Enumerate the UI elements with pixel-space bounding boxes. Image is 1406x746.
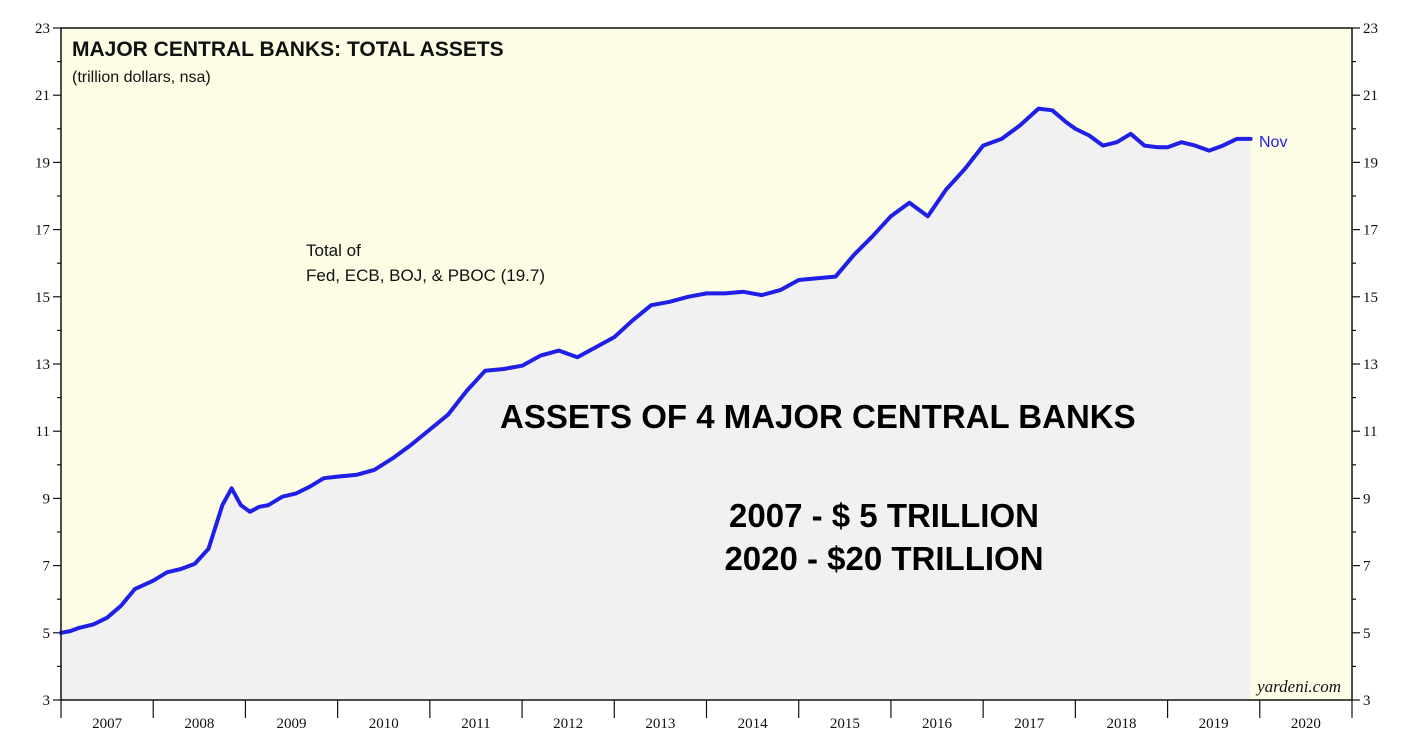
callout-line2: 2020 - $20 TRILLION — [724, 540, 1043, 577]
x-tick-label: 2019 — [1199, 716, 1229, 732]
y-tick-label-left: 11 — [36, 424, 50, 440]
y-tick-label-right: 21 — [1363, 88, 1378, 104]
y-tick-label-left: 19 — [35, 155, 50, 171]
x-tick-label: 2010 — [369, 716, 399, 732]
x-tick-label: 2009 — [277, 716, 307, 732]
y-tick-label-right: 7 — [1363, 559, 1371, 575]
y-tick-label-left: 23 — [35, 21, 50, 37]
series-line — [59, 106, 1253, 635]
x-tick-label: 2008 — [184, 716, 214, 732]
y-axis-right: 3 5 7 9 11 13 15 17 19 21 23 — [1352, 21, 1379, 709]
x-tick-label: 2017 — [1014, 716, 1045, 732]
x-tick-label: 2007 — [92, 716, 123, 732]
x-tick-label: 2012 — [553, 716, 583, 732]
callout-line1: 2007 - $ 5 TRILLION — [729, 497, 1039, 534]
y-tick-label-right: 19 — [1363, 155, 1378, 171]
plot-frame — [60, 27, 1353, 701]
y-tick-label-right: 5 — [1363, 626, 1371, 642]
chart-title: MAJOR CENTRAL BANKS: TOTAL ASSETS — [72, 38, 504, 61]
y-axis-left: 3 5 7 9 11 13 15 17 19 21 23 — [35, 21, 61, 709]
y-tick-label-left: 3 — [43, 693, 51, 709]
x-tick-label: 2011 — [461, 716, 490, 732]
y-tick-label-right: 3 — [1363, 693, 1371, 709]
y-tick-label-left: 13 — [35, 357, 50, 373]
x-tick-label: 2014 — [738, 716, 769, 732]
y-tick-label-left: 9 — [43, 491, 51, 507]
y-tick-label-left: 7 — [43, 559, 51, 575]
y-tick-label-right: 9 — [1363, 491, 1371, 507]
y-tick-label-left: 15 — [35, 290, 50, 306]
y-tick-label-right: 17 — [1363, 223, 1379, 239]
chart-subtitle: (trillion dollars, nsa) — [72, 69, 211, 86]
x-tick-label: 2020 — [1291, 716, 1321, 732]
x-axis: 2007 2008 2009 2010 2011 2012 2013 2014 2015 2016… — [60, 700, 1353, 732]
y-tick-label-left: 17 — [35, 223, 51, 239]
headline-annotation: ASSETS OF 4 MAJOR CENTRAL BANKS — [500, 398, 1136, 435]
y-tick-label-left: 5 — [43, 626, 51, 642]
series-note-line2: Fed, ECB, BOJ, & PBOC (19.7) — [306, 266, 545, 285]
series-note-line1: Total of — [306, 241, 361, 260]
source-credit: yardeni.com — [1255, 677, 1341, 696]
y-tick-label-right: 13 — [1363, 357, 1378, 373]
x-tick-label: 2016 — [922, 716, 953, 732]
x-tick-label: 2018 — [1106, 716, 1136, 732]
series-end-label: Nov — [1259, 134, 1287, 151]
y-tick-label-right: 15 — [1363, 290, 1378, 306]
x-tick-label: 2015 — [830, 716, 860, 732]
y-tick-label-right: 23 — [1363, 21, 1378, 37]
x-tick-label: 2013 — [645, 716, 675, 732]
y-tick-label-right: 11 — [1363, 424, 1377, 440]
series-area — [61, 108, 1251, 701]
y-tick-label-left: 21 — [35, 88, 50, 104]
